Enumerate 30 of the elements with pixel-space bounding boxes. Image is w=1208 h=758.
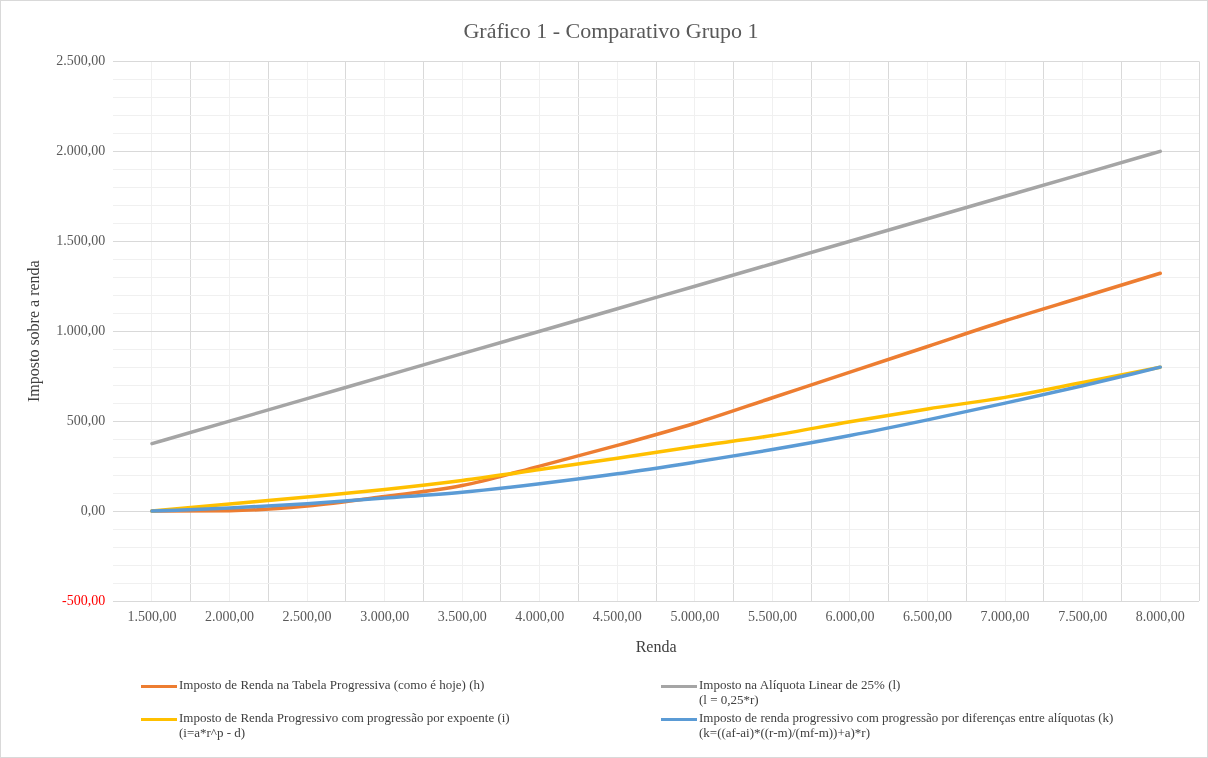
line-series [150, 365, 1162, 513]
x-tick-label: 3.000,00 [360, 609, 410, 625]
line-series [150, 149, 1162, 446]
x-tick-label: 2.000,00 [205, 609, 255, 625]
y-tick-label: 1.500,00 [56, 232, 106, 248]
x-tick-label: 5.000,00 [670, 609, 720, 625]
x-tick-label: 4.000,00 [515, 609, 565, 625]
legend-label: Imposto na Alíquota Linear de 25% (l) (l = 0,25*r) [699, 677, 901, 707]
y-tick-label: -500,00 [62, 592, 106, 608]
legend-label: Imposto de Renda na Tabela Progressiva (como é hoje) (h) [179, 677, 485, 692]
x-tick-label: 8.000,00 [1135, 609, 1185, 625]
x-tick-label: 2.500,00 [282, 609, 332, 625]
x-tick-label: 7.000,00 [980, 609, 1030, 625]
y-tick-label: 1.000,00 [56, 322, 106, 338]
x-tick-label: 1.500,00 [127, 609, 177, 625]
y-tick-label: 2.000,00 [56, 143, 106, 159]
y-tick-label: 0,00 [80, 502, 106, 518]
x-tick-label: 6.000,00 [825, 609, 875, 625]
y-tick-label: 500,00 [66, 412, 106, 428]
x-tick-label: 5.500,00 [747, 609, 797, 625]
y-tick-label: 2.500,00 [56, 53, 106, 69]
chart-title: Gráfico 1 - Comparativo Grupo 1 [463, 17, 759, 43]
y-axis-title: Imposto sobre a renda [24, 260, 43, 403]
x-tick-label: 6.500,00 [903, 609, 953, 625]
legend-label: Imposto de Renda Progressivo com progressão por expoente (i) (i=a*r^p - d) [179, 710, 510, 740]
legend-label: Imposto de renda progressivo com progressão por diferenças entre alíquotas (k) (k=((af-ai)*((r-m)/(mf-m))+a)*r) [699, 710, 1114, 740]
x-tick-label: 3.500,00 [437, 609, 487, 625]
x-axis-title: Renda [635, 637, 677, 655]
x-tick-label: 7.500,00 [1058, 609, 1108, 625]
x-tick-label: 4.500,00 [592, 609, 642, 625]
